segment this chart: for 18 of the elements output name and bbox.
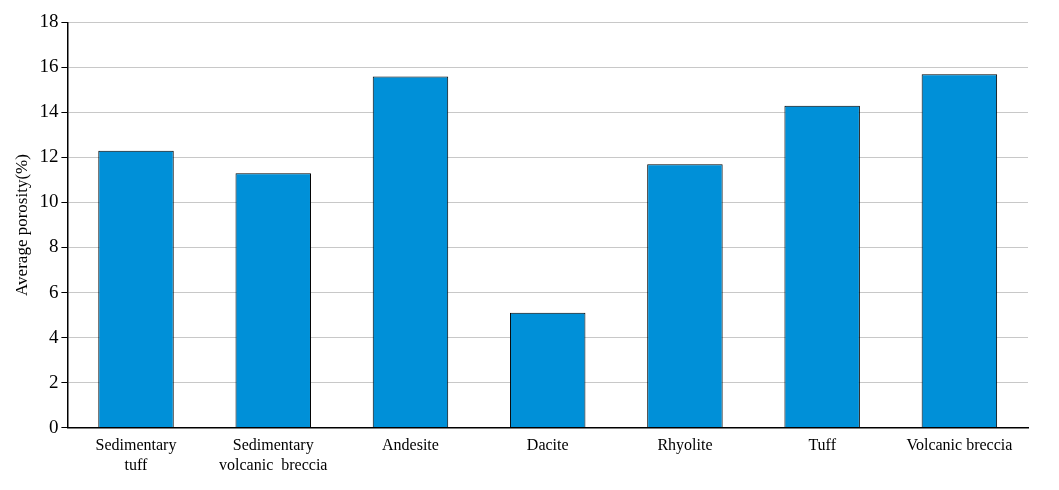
x-tick-label: Andesite — [382, 436, 439, 454]
x-tick-label: Tuff — [808, 436, 837, 454]
x-tick-label: Sedimentary tuff — [95, 436, 177, 473]
y-tick-label: 4 — [48, 325, 59, 347]
y-tick-label: 14 — [39, 100, 59, 122]
y-axis-title: Average porosity(%) — [11, 154, 31, 296]
y-tick-label: 2 — [48, 370, 59, 392]
y-tick-label: 8 — [48, 235, 59, 257]
x-tick-label: Volcanic breccia — [906, 436, 1013, 454]
x-tick-label: Rhyolite — [657, 436, 713, 455]
y-tick-label: 12 — [39, 145, 59, 167]
y-tick-label: 18 — [39, 10, 59, 32]
x-tick-label: Sedimentary volcanic breccia — [219, 436, 328, 473]
y-tick-label: 6 — [48, 280, 59, 302]
y-tick-label: 10 — [39, 190, 59, 212]
y-tick-label: 0 — [48, 415, 59, 437]
x-tick-label: Dacite — [526, 436, 569, 454]
y-tick-label: 16 — [39, 55, 59, 77]
